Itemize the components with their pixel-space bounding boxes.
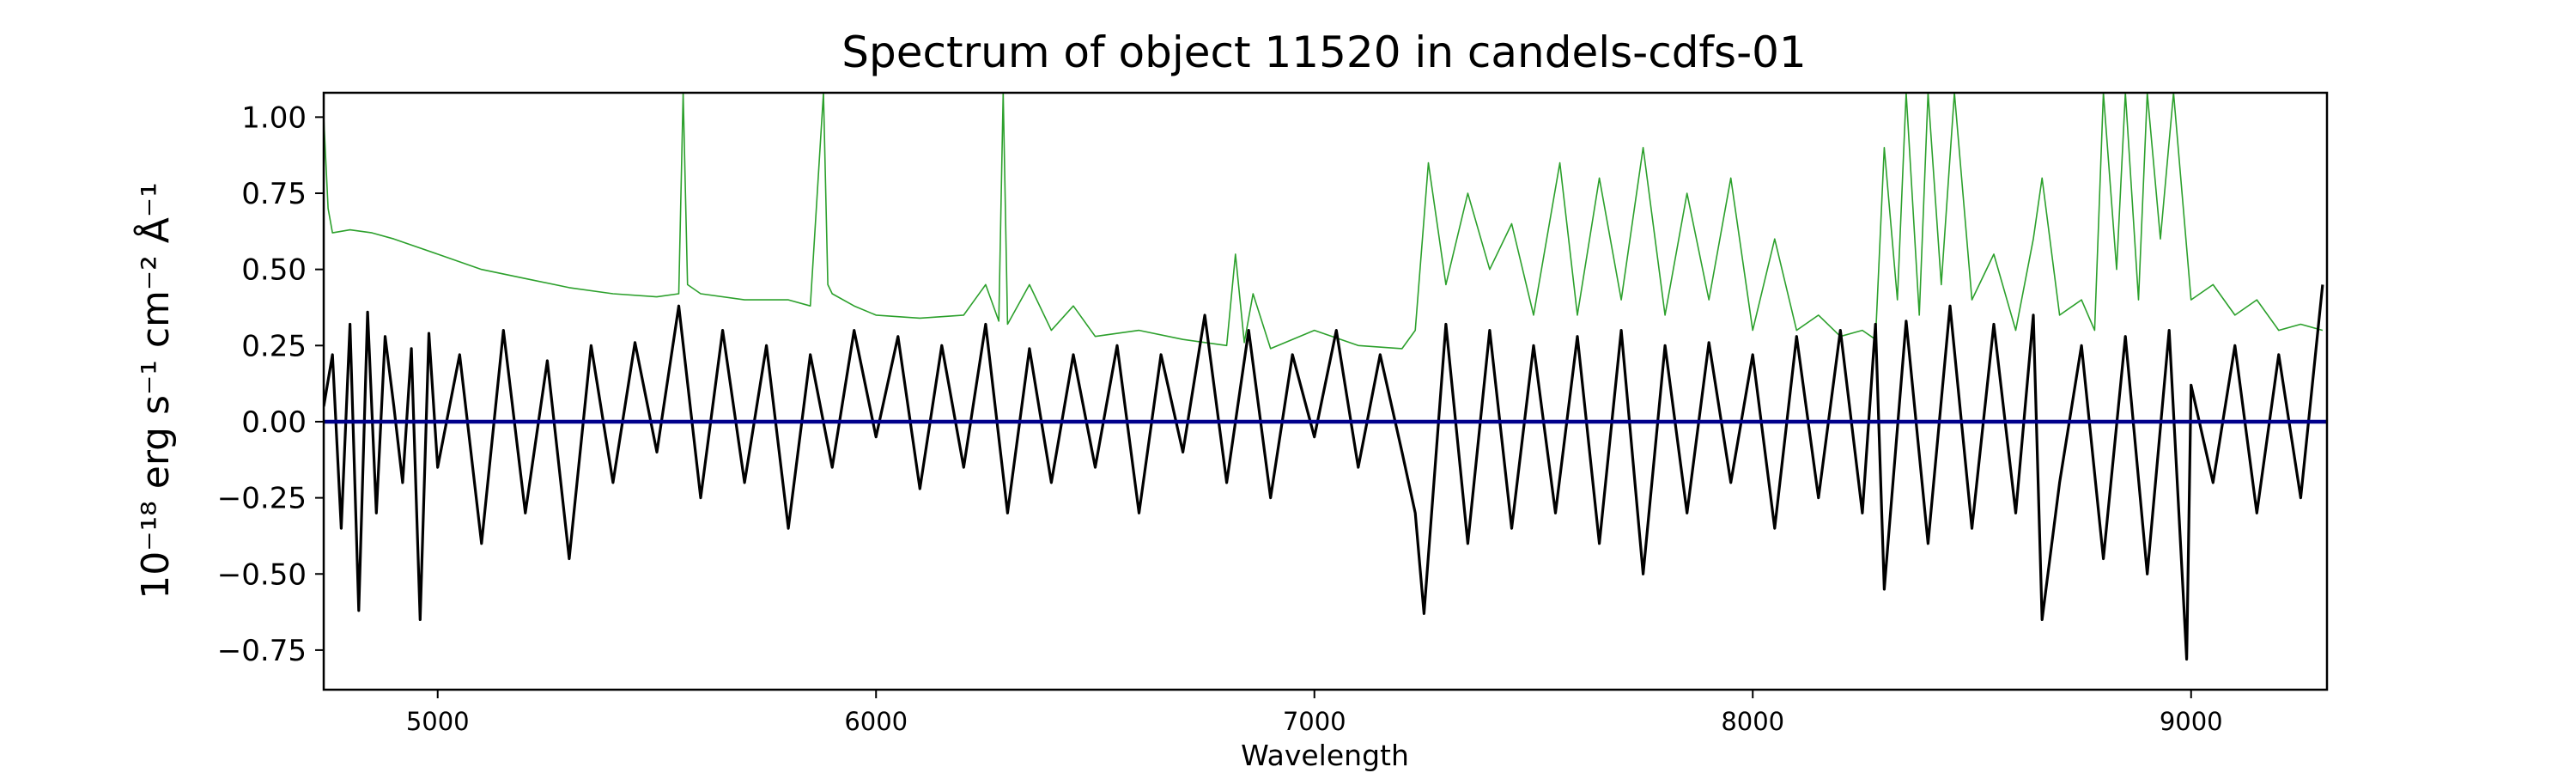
y-tick-label: 0.75	[241, 177, 307, 211]
x-tick-label: 9000	[2160, 707, 2223, 736]
noise-series-line	[324, 93, 2324, 350]
plot-area	[324, 93, 2327, 661]
chart-title: Spectrum of object 11520 in candels-cdfs…	[841, 27, 1807, 77]
x-tick-label: 6000	[844, 707, 908, 736]
y-tick-label: 1.00	[241, 100, 307, 135]
y-axis-label: 10⁻¹⁸ erg s⁻¹ cm⁻² Å⁻¹	[132, 182, 178, 599]
x-axis-label: Wavelength	[1241, 739, 1409, 772]
y-tick-label: 0.00	[241, 405, 307, 440]
x-tick-label: 8000	[1721, 707, 1784, 736]
y-axis: −0.75 −0.50 −0.25 0.00 0.25 0.50 0.75 1.00	[217, 100, 324, 668]
y-tick-label: −0.50	[217, 557, 307, 592]
y-tick-label: −0.25	[217, 482, 307, 516]
flux-series-line	[324, 284, 2324, 661]
x-tick-label: 7000	[1283, 707, 1346, 736]
x-axis: 5000 6000 7000 8000 9000	[406, 690, 2223, 736]
y-tick-label: −0.75	[217, 634, 307, 668]
y-tick-label: 0.50	[241, 253, 307, 288]
x-tick-label: 5000	[406, 707, 470, 736]
y-tick-label: 0.25	[241, 329, 307, 363]
axes-frame	[322, 91, 2329, 691]
